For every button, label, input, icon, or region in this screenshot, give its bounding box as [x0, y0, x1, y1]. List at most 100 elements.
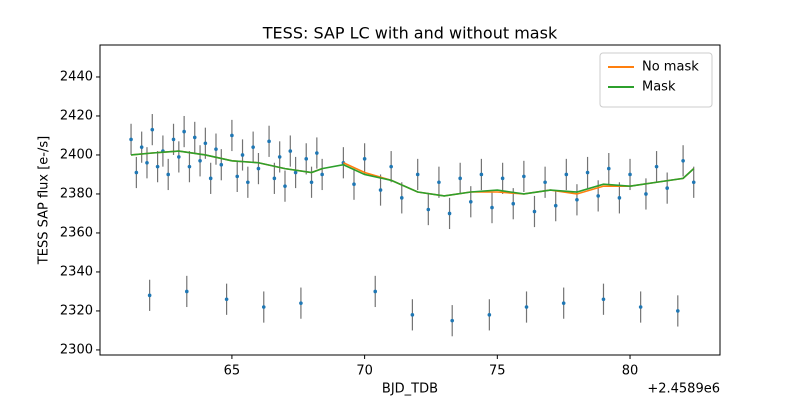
data-point — [251, 145, 255, 149]
data-point — [450, 318, 455, 323]
data-point — [208, 176, 213, 181]
data-point — [150, 127, 155, 132]
y-tick-label: 2400 — [60, 147, 93, 162]
y-tick-label: 2380 — [60, 186, 93, 201]
data-point — [415, 172, 420, 177]
chart-title: TESS: SAP LC with and without mask — [262, 24, 558, 43]
data-point — [644, 192, 648, 196]
data-point — [235, 174, 240, 179]
x-tick-label: 65 — [224, 364, 241, 379]
data-point — [691, 180, 696, 185]
x-tick-label: 75 — [489, 364, 506, 379]
legend-label: No mask — [642, 60, 699, 75]
data-point — [320, 172, 324, 177]
data-point — [261, 305, 266, 309]
data-point — [522, 174, 526, 179]
data-point — [240, 153, 245, 157]
y-tick-label: 2320 — [60, 303, 93, 318]
data-point — [293, 170, 298, 175]
y-axis-label: TESS SAP flux [e-/s] — [37, 136, 52, 265]
data-point — [373, 289, 378, 294]
data-point — [309, 180, 314, 185]
data-point — [561, 301, 566, 305]
data-point — [426, 207, 431, 212]
data-point — [447, 211, 452, 216]
data-point — [134, 170, 139, 175]
data-point — [177, 155, 181, 159]
data-point — [288, 149, 293, 153]
x-tick-label: 80 — [622, 364, 639, 379]
data-point — [585, 170, 590, 175]
line-series — [343, 162, 695, 197]
data-point — [399, 196, 404, 200]
data-point — [543, 180, 547, 185]
data-point — [596, 194, 600, 198]
data-point — [389, 164, 393, 169]
data-point — [362, 157, 367, 161]
y-tick-label: 2420 — [60, 108, 93, 123]
data-point — [410, 313, 415, 317]
data-point — [187, 164, 192, 169]
data-point — [147, 293, 152, 298]
data-point — [617, 196, 622, 200]
x-axis-label: BJD_TDB — [382, 382, 438, 397]
plot-frame — [99, 44, 721, 356]
data-point — [192, 135, 197, 140]
data-point — [601, 297, 606, 302]
data-point — [511, 201, 516, 206]
data-point — [479, 172, 484, 177]
data-point — [224, 297, 229, 302]
data-point — [468, 199, 473, 204]
data-point — [171, 137, 176, 142]
data-point — [524, 305, 529, 309]
data-point — [139, 145, 144, 149]
data-point — [182, 129, 186, 134]
data-point — [283, 184, 287, 188]
y-tick-label: 2440 — [60, 69, 93, 84]
y-tick-label: 2360 — [60, 225, 93, 240]
data-point — [654, 164, 659, 169]
data-point — [129, 137, 133, 142]
x-offset-label: +2.4589e6 — [647, 382, 720, 397]
data-point — [458, 176, 462, 181]
data-point — [166, 172, 171, 177]
y-tick-label: 2340 — [60, 264, 93, 279]
data-point — [665, 186, 669, 190]
data-point — [500, 176, 505, 181]
data-point — [272, 176, 277, 181]
data-point — [246, 180, 250, 185]
y-tick-label: 2300 — [60, 342, 93, 357]
data-point — [628, 172, 632, 177]
data-point — [606, 166, 611, 171]
data-point — [203, 141, 208, 146]
data-point — [532, 209, 537, 214]
data-point — [487, 313, 492, 317]
data-point — [230, 133, 234, 138]
data-point — [437, 180, 441, 185]
data-point — [219, 162, 224, 167]
data-point — [256, 166, 261, 171]
data-point — [564, 172, 569, 177]
data-point — [304, 157, 309, 161]
data-point — [378, 188, 383, 192]
data-point — [675, 309, 680, 313]
data-point — [184, 289, 189, 294]
x-tick-label: 70 — [356, 364, 373, 379]
data-point — [155, 164, 160, 169]
data-point — [638, 305, 643, 309]
data-point — [198, 159, 202, 163]
data-point — [214, 147, 218, 151]
data-point — [277, 155, 282, 159]
data-point — [315, 151, 319, 155]
data-point — [575, 198, 579, 202]
data-point — [553, 203, 558, 208]
data-point — [299, 301, 303, 305]
data-point — [490, 205, 494, 210]
data-point — [681, 159, 685, 163]
legend-label: Mask — [642, 80, 676, 95]
data-point — [352, 182, 356, 187]
data-point — [267, 139, 271, 144]
line-series — [130, 150, 695, 197]
